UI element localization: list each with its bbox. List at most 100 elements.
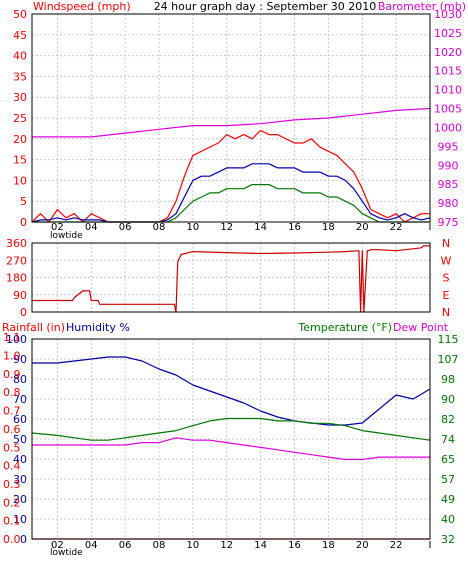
left-tick-label: 180 [6,272,27,285]
temperature-axis-label: Temperature (°F) [297,321,392,334]
right-tick-label: 32 [441,533,455,546]
right-tick-label: 65 [441,453,455,466]
x-tick-now: I [429,540,432,551]
rainfall-axis-label: Rainfall (in) [2,321,65,334]
windspeed-axis-label: Windspeed (mph) [33,0,131,13]
x-tick-label: 14 [254,540,267,551]
panel-frame [31,13,431,223]
right-tick-label: 975 [438,216,459,229]
left-tick-label: 5 [20,195,27,208]
series-line-green [31,417,431,441]
right-tick-label: 74 [441,433,455,446]
x-tick-label: 06 [119,222,132,233]
right-tick-label: 1020 [434,46,462,59]
right-tick-label: 1000 [434,121,462,134]
rainfall-tick-label: 0.5 [3,441,21,454]
rainfall-tick-label: 0.0 [3,533,21,546]
right-tick-label: 995 [438,140,459,153]
x-tick-label: 10 [187,540,200,551]
panel-frame [31,338,431,540]
left-tick-label: 100 [6,333,27,346]
series-line-darkred [32,245,430,313]
left-tick-label: 15 [13,154,27,167]
x-tick-label: 08 [153,222,166,233]
chart-title: 24 hour graph day : September 30 2010 [154,0,377,13]
left-tick-label: 10 [13,513,27,526]
x-tick-label: 12 [220,540,233,551]
x-tick-label: 22 [390,540,403,551]
panel-frame [31,242,431,313]
rainfall-tick-label: 0.3 [3,478,21,491]
left-tick-label: 40 [13,50,27,63]
left-tick-label: 20 [13,133,27,146]
left-tick-label: 40 [13,453,27,466]
left-tick-label: 90 [13,289,27,302]
rainfall-tick-label: 0.7 [3,405,21,418]
x-tick-label: 20 [356,222,369,233]
lowtide-label-bottom: lowtide [50,548,83,558]
right-tick-label: 90 [441,393,455,406]
x-tick-label: 12 [220,222,233,233]
x-tick-label: 08 [153,540,166,551]
grid-layer [32,13,431,540]
x-tick-label: 18 [322,540,335,551]
left-tick-label: 30 [13,91,27,104]
x-tick-label: 02 [51,222,64,233]
right-tick-label: S [443,272,450,285]
lowtide-label-top: lowtide [50,231,83,241]
left-tick-label: 0 [20,306,27,319]
right-tick-label: 990 [438,159,459,172]
left-tick-label: 70 [13,393,27,406]
left-tick-label: 90 [13,353,27,366]
x-tick-label: 14 [254,222,267,233]
left-tick-label: 270 [6,254,27,267]
x-tick-label: 16 [288,222,301,233]
x-tick-label: 18 [322,222,335,233]
barometer-axis-label: Barometer (mb) [378,0,466,13]
right-tick-label: 107 [438,353,459,366]
right-tick-label: 115 [438,333,459,346]
series-line-magenta [32,437,430,461]
humidity-axis-label: Humidity % [66,321,130,334]
series-line-magenta [32,107,431,138]
series-line-red [31,129,430,223]
right-tick-label: 980 [438,197,459,210]
x-tick-label: 22 [390,222,403,233]
right-tick-label: 40 [441,513,455,526]
series-line-blue [32,356,431,426]
right-tick-label: 82 [441,413,455,426]
x-tick-label: 06 [119,540,132,551]
right-tick-label: 98 [441,373,455,386]
right-tick-label: 57 [441,473,455,486]
rainfall-tick-label: 0.4 [3,460,21,473]
x-tick-label: 02 [51,540,64,551]
x-tick-label: 04 [85,222,98,233]
x-tick-label: 10 [187,222,200,233]
left-tick-label: 35 [13,70,27,83]
right-tick-label: 1010 [434,84,462,97]
left-tick-label: 360 [6,237,27,250]
x-tick-label: 04 [85,540,98,551]
left-tick-label: 0 [20,533,27,546]
right-tick-label: W [441,254,452,267]
left-tick-label: 30 [13,473,27,486]
x-tick-label: 20 [356,540,369,551]
right-tick-label: N [442,237,450,250]
left-tick-label: 50 [13,8,27,21]
series-line-blue [31,163,431,223]
right-tick-label: 1015 [434,65,462,78]
left-tick-label: 25 [13,112,27,125]
x-tick-label: 16 [288,540,301,551]
tick-layer: 0510152025303540455097598098599099510001… [3,8,462,551]
right-tick-label: 1025 [434,27,462,40]
rainfall-tick-label: 0.8 [3,386,21,399]
left-tick-label: 50 [13,433,27,446]
left-tick-label: 80 [13,373,27,386]
right-tick-label: 1030 [434,8,462,21]
left-tick-label: 60 [13,413,27,426]
rainfall-tick-label: 1.1 [3,331,21,344]
right-tick-label: E [443,289,450,302]
